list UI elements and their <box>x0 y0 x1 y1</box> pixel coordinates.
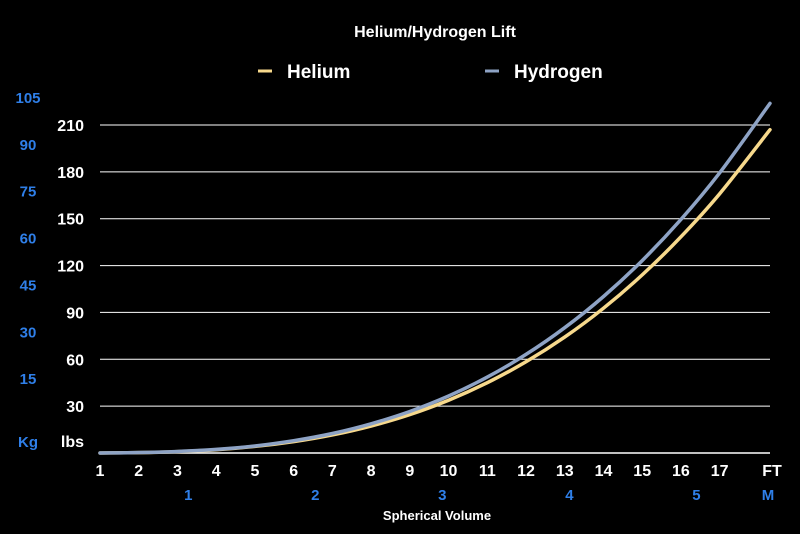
legend-label-hydrogen: Hydrogen <box>514 62 603 83</box>
x-tick-label-ft: 9 <box>405 463 414 480</box>
x-tick-label-m: 3 <box>438 487 446 504</box>
x-tick-label-ft: 5 <box>250 463 259 480</box>
legend: Helium Hydrogen <box>258 62 603 83</box>
series-line-helium <box>98 127 772 455</box>
series-lines <box>98 101 772 455</box>
x-tick-label-m: 2 <box>311 487 319 504</box>
x-tick-label-ft: 2 <box>134 463 143 480</box>
x-tick-label-ft: 4 <box>212 463 221 480</box>
y-tick-label-lbs: 30 <box>66 399 84 416</box>
y-tick-label-lbs: 210 <box>57 118 84 135</box>
gridlines <box>100 124 770 407</box>
x-tick-label-ft: 12 <box>517 463 535 480</box>
x-tick-label-m: 1 <box>184 487 192 504</box>
y-tick-label-kg: 30 <box>20 324 37 341</box>
y-tick-label-lbs: 60 <box>66 352 84 369</box>
legend-label-helium: Helium <box>287 62 350 83</box>
x-tick-label-m: 5 <box>692 487 700 504</box>
x-tick-label-ft: 16 <box>672 463 690 480</box>
x-tick-label-m: 4 <box>565 487 574 504</box>
y-tick-label-lbs: 90 <box>66 305 84 322</box>
x-tick-label-ft: 1 <box>96 463 105 480</box>
y-tick-label-lbs: 150 <box>57 212 84 229</box>
y-tick-label-kg: 45 <box>20 277 37 294</box>
x-tick-label-ft: 10 <box>440 463 458 480</box>
y-unit-kg: Kg <box>18 434 38 451</box>
chart-title: Helium/Hydrogen Lift <box>354 24 516 41</box>
x-tick-label-ft: 14 <box>595 463 613 480</box>
x-unit-m: M <box>762 487 775 504</box>
x-unit-ft: FT <box>762 463 782 480</box>
y-tick-label-lbs: 120 <box>57 259 84 276</box>
x-tick-label-ft: 13 <box>556 463 574 480</box>
y-tick-label-kg: 90 <box>20 137 37 154</box>
y-tick-label-kg: 60 <box>20 231 37 248</box>
y-tick-label-lbs: 180 <box>57 165 84 182</box>
y-tick-label-kg: 105 <box>15 90 40 107</box>
y-tick-label-kg: 15 <box>20 371 37 388</box>
x-tick-label-ft: 7 <box>328 463 337 480</box>
y-unit-lbs: lbs <box>61 434 84 451</box>
y-tick-label-kg: 75 <box>20 184 37 201</box>
x-axis-label: Spherical Volume <box>383 508 491 523</box>
x-tick-label-ft: 8 <box>367 463 376 480</box>
x-tick-label-ft: 3 <box>173 463 182 480</box>
y-tick-labels: 30 15 60 30 90 45 120 60 150 75 180 90 210 105 <box>15 90 84 416</box>
x-tick-label-ft: 11 <box>479 463 496 480</box>
x-tick-labels: 1 2 3 4 5 6 7 8 9 10 11 12 13 14 15 16 171 2 3 4 5 <box>96 463 729 504</box>
x-tick-label-ft: 6 <box>289 463 298 480</box>
x-tick-label-ft: 15 <box>633 463 651 480</box>
x-tick-label-ft: 17 <box>711 463 729 480</box>
series-line-hydrogen <box>98 101 772 455</box>
